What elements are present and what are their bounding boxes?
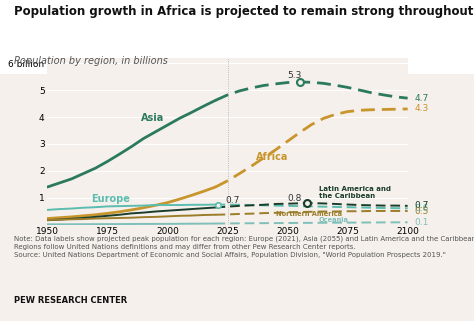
Text: Note: Data labels show projected peak population for each region: Europe (2021),: Note: Data labels show projected peak po…	[14, 236, 474, 258]
Text: 0.7: 0.7	[225, 196, 239, 205]
Text: Europe: Europe	[91, 194, 129, 204]
Text: 0.8: 0.8	[288, 194, 302, 203]
Text: 4.7: 4.7	[415, 94, 429, 103]
Text: Population by region, in billions: Population by region, in billions	[14, 56, 168, 66]
Text: Africa: Africa	[256, 152, 289, 162]
Text: 5.3: 5.3	[288, 71, 302, 80]
Text: Northern America: Northern America	[275, 211, 342, 217]
Text: Oceania: Oceania	[319, 217, 349, 222]
Text: 0.1: 0.1	[415, 218, 429, 227]
Text: Population growth in Africa is projected to remain strong throughout this centur: Population growth in Africa is projected…	[14, 5, 474, 18]
Text: 0.6: 0.6	[415, 204, 429, 213]
Text: PEW RESEARCH CENTER: PEW RESEARCH CENTER	[14, 296, 128, 305]
Text: 0.5: 0.5	[415, 207, 429, 216]
Text: Asia: Asia	[141, 113, 164, 123]
Text: 4.3: 4.3	[415, 104, 429, 113]
Text: 0.7: 0.7	[415, 201, 429, 210]
Text: Latin America and
the Caribbean: Latin America and the Caribbean	[319, 186, 391, 199]
